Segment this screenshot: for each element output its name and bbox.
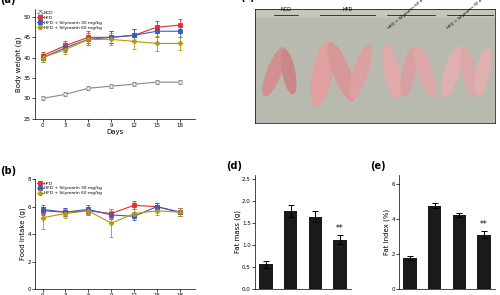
Legend: NCD, HFD, HFD + Silymarin 30 mg/kg, HFD + Silymarin 60 mg/kg: NCD, HFD, HFD + Silymarin 30 mg/kg, HFD … bbox=[37, 11, 102, 30]
Ellipse shape bbox=[415, 47, 436, 97]
Ellipse shape bbox=[263, 48, 285, 96]
Text: HFD + Silymarin 30 mg/kg: HFD + Silymarin 30 mg/kg bbox=[446, 0, 491, 30]
Text: **: ** bbox=[480, 220, 488, 229]
Text: (a): (a) bbox=[0, 0, 16, 5]
Ellipse shape bbox=[350, 45, 371, 98]
Text: HFD: HFD bbox=[342, 7, 352, 12]
Y-axis label: Food intake (g): Food intake (g) bbox=[20, 208, 26, 260]
X-axis label: Days: Days bbox=[106, 129, 124, 135]
Ellipse shape bbox=[328, 43, 355, 101]
Text: NCD: NCD bbox=[281, 7, 291, 12]
Bar bbox=[428, 206, 442, 289]
Ellipse shape bbox=[442, 47, 462, 97]
Legend: HFD, HFD + Silymarin 30 mg/kg, HFD + Silymarin 60 mg/kg: HFD, HFD + Silymarin 30 mg/kg, HFD + Sil… bbox=[37, 181, 102, 195]
Ellipse shape bbox=[401, 47, 416, 96]
Bar bbox=[284, 211, 298, 289]
Y-axis label: Fat index (%): Fat index (%) bbox=[384, 209, 390, 255]
Ellipse shape bbox=[282, 50, 296, 94]
Text: (d): (d) bbox=[226, 161, 242, 171]
Bar bbox=[260, 264, 273, 289]
Bar bbox=[333, 240, 346, 289]
Text: (c): (c) bbox=[240, 0, 256, 2]
Bar bbox=[404, 258, 417, 289]
Text: (e): (e) bbox=[370, 161, 386, 171]
Ellipse shape bbox=[461, 47, 476, 96]
Bar bbox=[452, 215, 466, 289]
Ellipse shape bbox=[475, 48, 491, 95]
Bar bbox=[477, 235, 490, 289]
Bar bbox=[308, 217, 322, 289]
Y-axis label: Fat mass (g): Fat mass (g) bbox=[234, 210, 240, 253]
Text: (b): (b) bbox=[0, 166, 16, 176]
Text: **: ** bbox=[336, 224, 344, 233]
Ellipse shape bbox=[383, 45, 400, 99]
Text: HFD + Silymarin 60 mg/kg: HFD + Silymarin 60 mg/kg bbox=[388, 0, 432, 30]
Y-axis label: Body weight (g): Body weight (g) bbox=[16, 36, 22, 91]
Ellipse shape bbox=[311, 42, 334, 105]
